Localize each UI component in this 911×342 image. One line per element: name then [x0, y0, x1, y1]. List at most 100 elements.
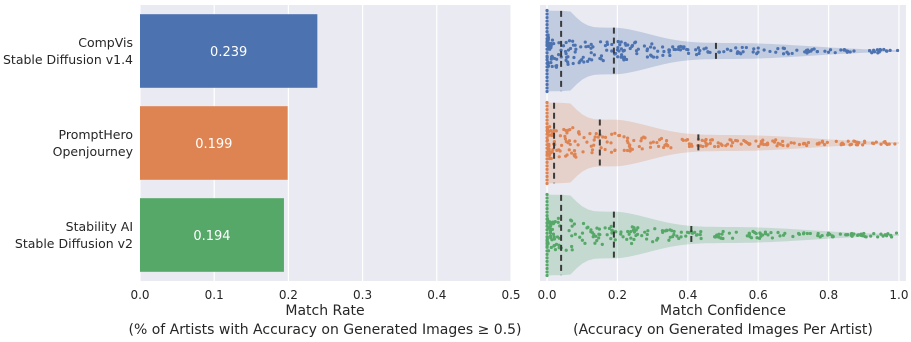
- swarm-point: [665, 228, 669, 232]
- swarm-point: [696, 46, 701, 50]
- swarm-point: [547, 156, 552, 161]
- swarm-point: [564, 58, 568, 62]
- swarm-point: [808, 231, 812, 236]
- swarm-point: [745, 234, 749, 238]
- swarm-point: [549, 129, 553, 133]
- swarm-point: [545, 160, 549, 164]
- swarm-point: [760, 140, 764, 144]
- swarm-point: [545, 19, 549, 23]
- swarm-point: [545, 51, 549, 55]
- swarm-point: [545, 115, 549, 119]
- swarm-point: [558, 134, 563, 138]
- swarm-point: [610, 231, 614, 235]
- swarm-point: [729, 144, 734, 148]
- swarm-point: [552, 128, 556, 132]
- swarm-point: [704, 46, 708, 50]
- swarm-point: [768, 49, 772, 54]
- swarm-point: [756, 46, 760, 50]
- swarm-point: [728, 138, 732, 142]
- swarm-point: [545, 252, 549, 256]
- right-x-tick-label: 0.6: [749, 288, 768, 302]
- swarm-point: [563, 49, 568, 54]
- swarm-point: [545, 104, 549, 108]
- swarm-point: [569, 218, 573, 222]
- swarm-point: [861, 143, 865, 147]
- swarm-point: [826, 50, 831, 54]
- swarm-point: [823, 49, 827, 53]
- swarm-point: [789, 141, 793, 145]
- swarm-point: [545, 100, 549, 105]
- swarm-point: [656, 236, 660, 240]
- swarm-point: [613, 238, 617, 242]
- swarm-point: [545, 214, 549, 218]
- swarm-point: [752, 47, 756, 51]
- swarm-point: [785, 50, 789, 54]
- swarm-point: [549, 245, 553, 250]
- swarm-point: [656, 49, 660, 53]
- swarm-point: [545, 33, 549, 37]
- swarm-point: [781, 233, 786, 237]
- swarm-point: [557, 155, 561, 159]
- swarm-point: [859, 232, 863, 236]
- swarm-point: [610, 132, 614, 136]
- swarm-point: [807, 49, 811, 54]
- swarm-point: [568, 128, 572, 132]
- swarm-point: [716, 144, 720, 149]
- swarm-point: [629, 230, 633, 234]
- swarm-point: [678, 48, 683, 52]
- swarm-point: [545, 235, 549, 239]
- swarm-point: [599, 54, 604, 58]
- swarm-point: [756, 50, 760, 54]
- swarm-point: [828, 48, 833, 52]
- left-category-labels: CompVis Stable Diffusion v1.4 PromptHero Op…: [3, 35, 134, 251]
- swarm-point: [731, 140, 735, 145]
- swarm-point: [630, 44, 634, 49]
- swarm-point: [734, 138, 738, 143]
- swarm-point: [826, 231, 831, 235]
- swarm-point: [668, 235, 672, 239]
- swarm-point: [717, 232, 721, 236]
- swarm-point: [739, 52, 743, 56]
- left-x-tick-label: 0.5: [501, 288, 520, 302]
- swarm-point: [598, 233, 602, 237]
- swarm-point: [661, 230, 665, 234]
- bar-value-label: 0.239: [210, 45, 247, 60]
- swarm-point: [581, 150, 585, 154]
- swarm-point: [595, 226, 599, 230]
- swarm-point: [570, 224, 574, 228]
- swarm-point: [729, 48, 733, 53]
- swarm-point: [667, 50, 671, 54]
- swarm-point: [679, 235, 683, 239]
- swarm-point: [640, 147, 644, 151]
- swarm-point: [626, 229, 630, 234]
- swarm-point: [554, 64, 558, 68]
- swarm-point: [740, 45, 744, 50]
- swarm-point: [845, 233, 849, 237]
- swarm-point: [563, 134, 567, 138]
- swarm-point: [545, 37, 549, 41]
- swarm-point: [668, 53, 672, 58]
- swarm-point: [637, 144, 641, 149]
- swarm-point: [749, 236, 754, 240]
- swarm-point: [603, 44, 608, 48]
- swarm-point: [653, 227, 657, 231]
- swarm-point: [651, 140, 655, 144]
- swarm-point: [545, 273, 549, 278]
- swarm-point: [618, 43, 622, 47]
- swarm-point: [848, 143, 852, 147]
- swarm-point: [786, 144, 790, 148]
- swarm-point: [870, 51, 874, 55]
- swarm-point: [545, 196, 549, 200]
- swarm-point: [646, 229, 650, 233]
- swarm-point: [545, 111, 549, 115]
- swarm-point: [560, 143, 564, 147]
- swarm-point: [545, 79, 549, 83]
- category-label: Stability AI: [66, 219, 133, 234]
- swarm-point: [713, 235, 717, 239]
- swarm-point: [545, 26, 549, 30]
- left-bars: 0.239 0.199 0.194: [140, 14, 318, 272]
- swarm-point: [572, 148, 577, 153]
- swarm-point: [622, 55, 627, 59]
- swarm-point: [878, 47, 882, 52]
- right-x-tick-label: 0.2: [608, 288, 627, 302]
